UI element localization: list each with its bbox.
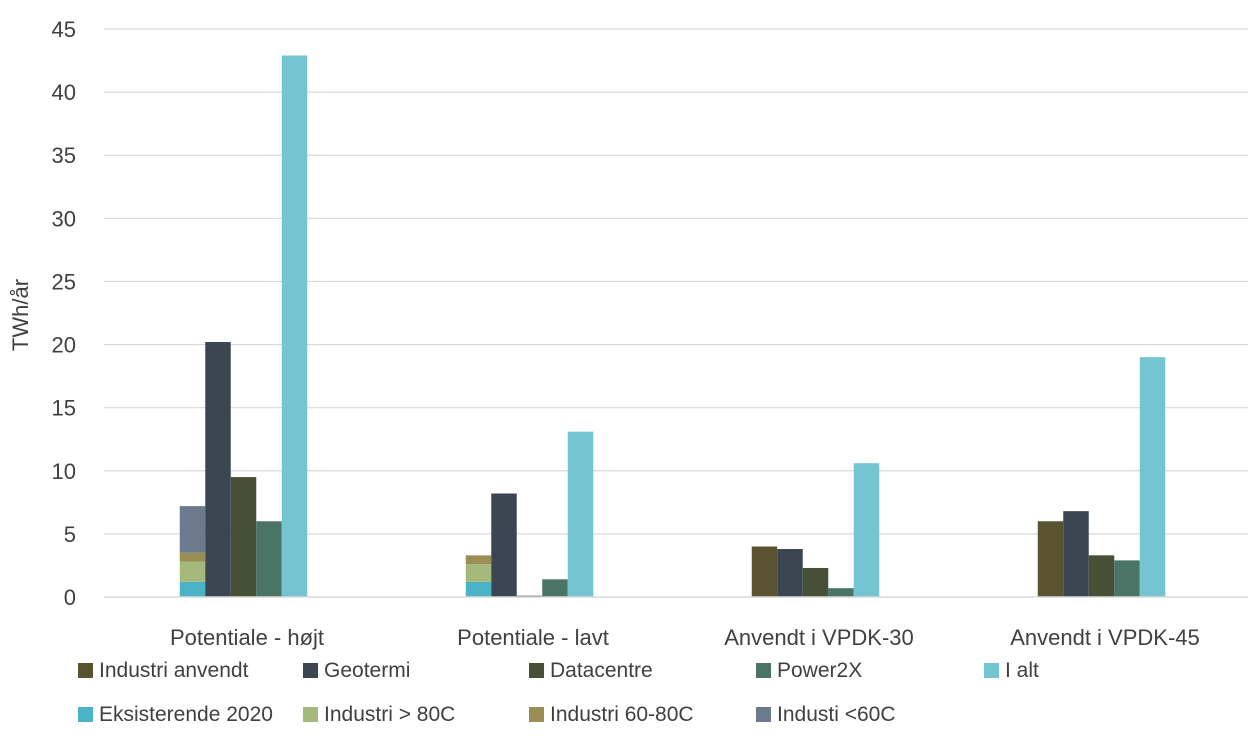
bar-segment [465, 581, 492, 597]
legend-label: Industi <60C [777, 703, 896, 726]
bar [1139, 357, 1166, 597]
bar-segment [179, 561, 206, 582]
bar [256, 521, 282, 597]
bars [179, 55, 1166, 598]
legend-swatch [756, 663, 771, 678]
bar [1063, 511, 1089, 597]
y-axis-label: TWh/år [8, 279, 33, 351]
y-tick-label: 5 [64, 522, 76, 547]
y-tick-label: 10 [52, 459, 76, 484]
bar [542, 579, 568, 597]
y-tick-label: 25 [52, 269, 76, 294]
bar [205, 342, 231, 597]
bar [777, 549, 803, 597]
legend-label: Eksisterende 2020 [99, 703, 273, 726]
legend-label: Power2X [777, 659, 862, 682]
legend-swatch [303, 707, 318, 722]
bar [802, 567, 829, 597]
y-tick-label: 20 [52, 333, 76, 358]
legend-swatch [756, 707, 771, 722]
legend: Industri anvendt Geotermi Datacentre Power2… [78, 659, 1039, 726]
x-category-label: Potentiale - højt [170, 625, 324, 650]
bar [751, 546, 778, 597]
legend-label: Industri anvendt [99, 659, 249, 682]
legend-swatch [984, 663, 999, 678]
x-category-label: Potentiale - lavt [457, 625, 609, 650]
y-tick-label: 0 [64, 585, 76, 610]
gridlines [104, 28, 1248, 535]
bar-segment [465, 555, 492, 565]
legend-swatch [529, 707, 544, 722]
legend-label: Datacentre [550, 659, 653, 682]
bar [1088, 555, 1115, 597]
bar-segment [179, 581, 206, 597]
bar [828, 588, 854, 597]
bar [853, 463, 880, 597]
legend-swatch [78, 663, 93, 678]
bar-segment [179, 552, 206, 562]
legend-label: Industri 60-80C [550, 703, 694, 726]
bar [230, 477, 257, 597]
legend-swatch [303, 663, 318, 678]
category-labels: Potentiale - højt Potentiale - lavt Anvend… [170, 625, 1200, 650]
legend-swatch [529, 663, 544, 678]
bar [1114, 560, 1140, 597]
legend-label: Industri > 80C [324, 703, 455, 726]
y-tick-label: 45 [52, 17, 76, 42]
legend-label: Geotermi [324, 659, 410, 682]
x-category-label: Anvendt i VPDK-45 [1010, 625, 1200, 650]
bar-segment [465, 564, 492, 582]
y-axis-ticks: 0 5 10 15 20 25 30 35 40 45 [52, 17, 76, 610]
legend-swatch [78, 707, 93, 722]
bar [1037, 521, 1064, 597]
bar-segment [179, 506, 206, 553]
bar [281, 55, 308, 598]
y-tick-label: 15 [52, 396, 76, 421]
y-tick-label: 30 [52, 206, 76, 231]
bar [491, 493, 517, 597]
y-tick-label: 40 [52, 80, 76, 105]
legend-label: I alt [1005, 659, 1039, 682]
bar [567, 431, 594, 597]
y-tick-label: 35 [52, 143, 76, 168]
x-category-label: Anvendt i VPDK-30 [724, 625, 914, 650]
